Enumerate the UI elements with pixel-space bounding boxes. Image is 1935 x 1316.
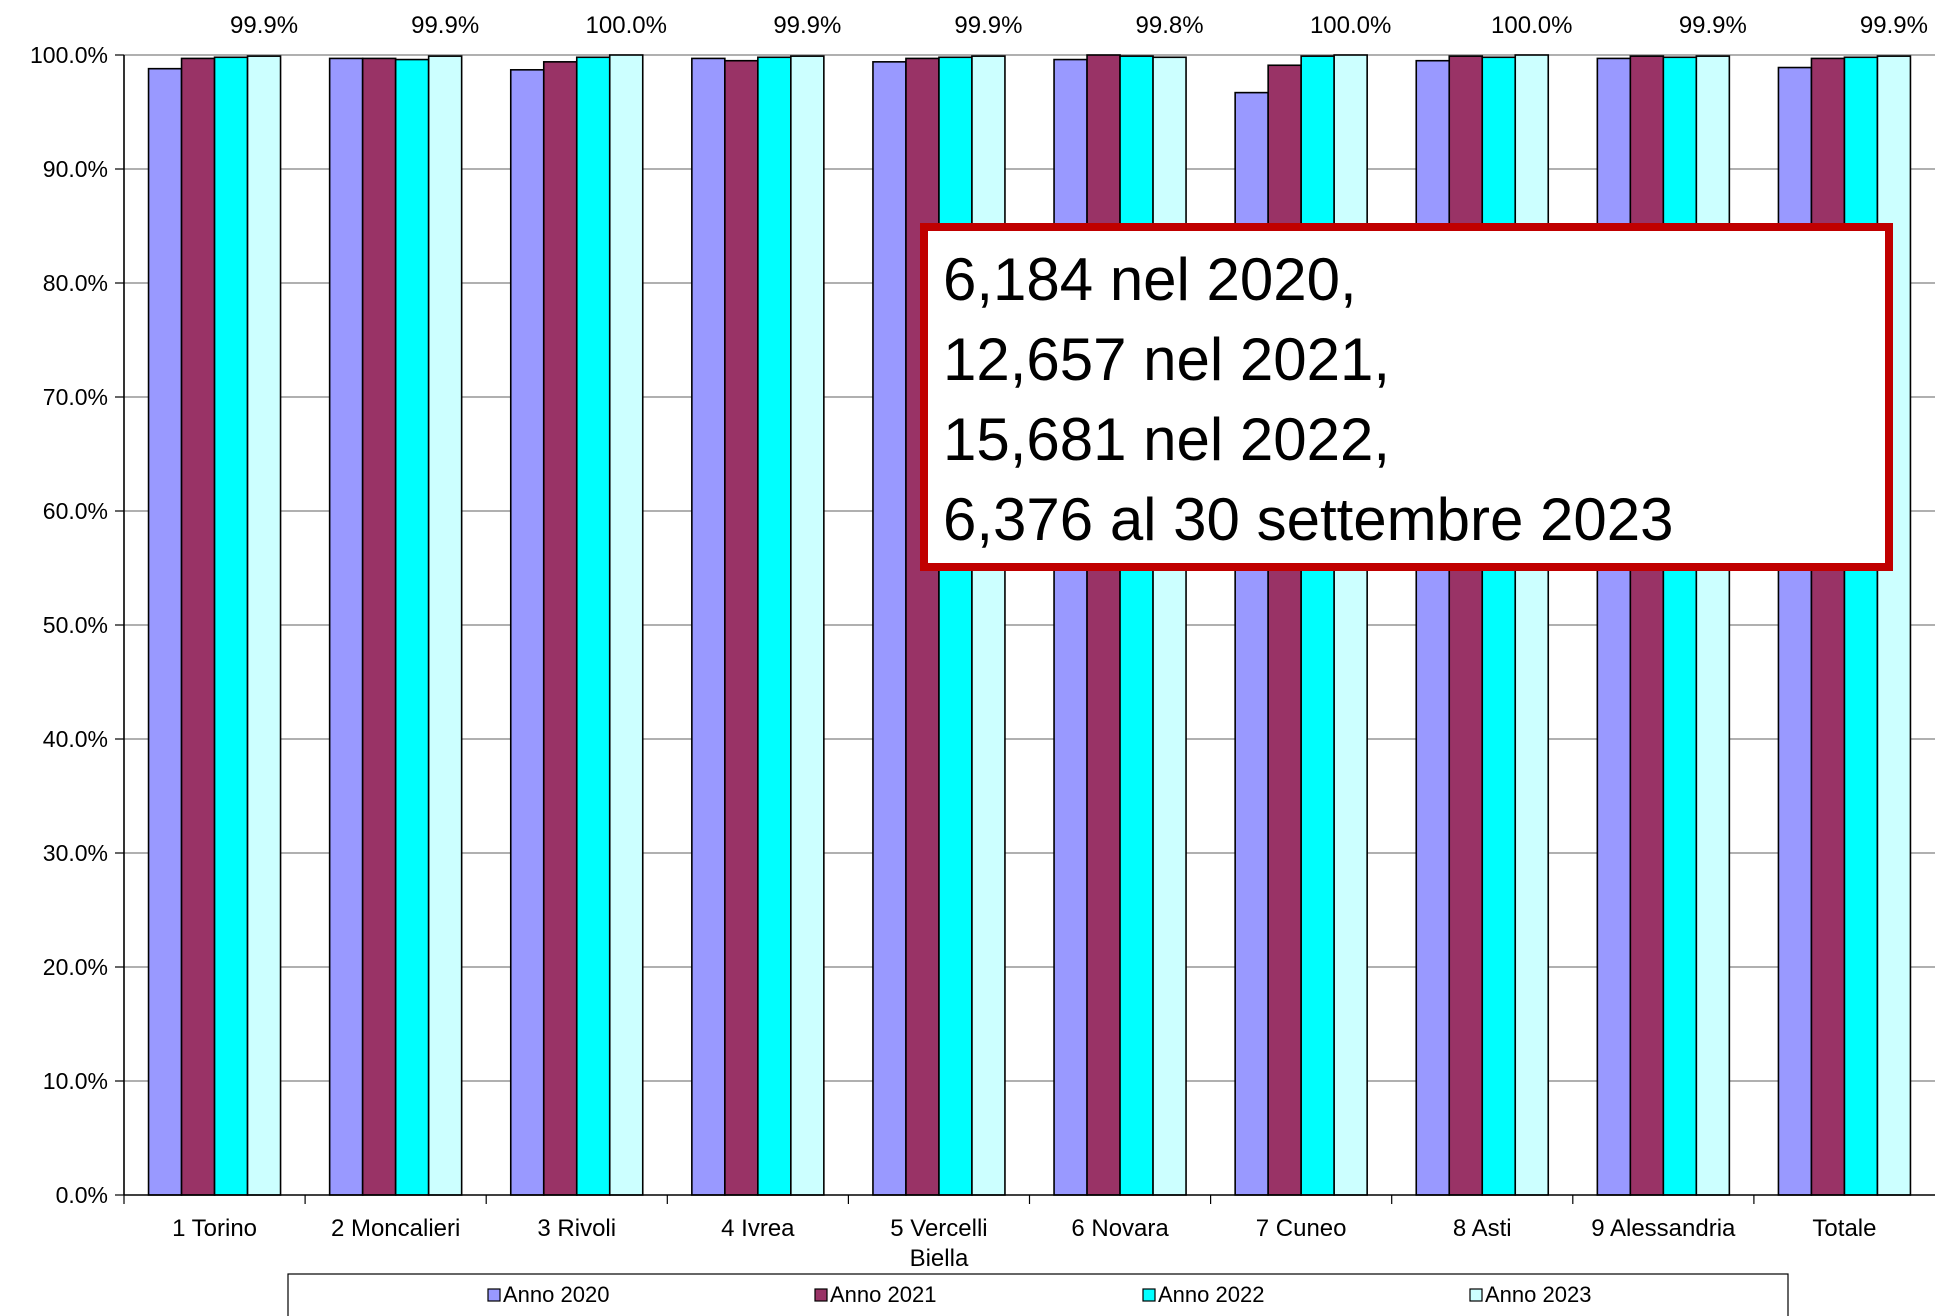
y-tick-label: 50.0%	[43, 612, 108, 638]
y-tick-label: 40.0%	[43, 726, 108, 752]
bar	[213, 56, 249, 1196]
annotation-frame	[920, 223, 1893, 571]
data-label: 99.9%	[230, 12, 298, 39]
bar	[724, 59, 759, 1196]
y-axis-ticks: 0.0% 10.0% 20.0% 30.0% 40.0% 50.0% 60.0% 70.0% 8…	[30, 42, 124, 1208]
x-tick-label: 6 Novara	[1071, 1215, 1169, 1242]
y-tick-label: 90.0%	[43, 156, 108, 182]
annotation-line: 6,376 al 30 settembre 2023	[943, 486, 1674, 553]
legend-label: Anno 2023	[1485, 1282, 1591, 1307]
data-label: 100.0%	[1310, 12, 1391, 39]
axes	[123, 55, 1935, 1204]
bar	[575, 56, 611, 1196]
annotation-box: 6,184 nel 2020, 12,657 nel 2021, 15,681 ne…	[920, 223, 1893, 571]
bar	[608, 54, 644, 1196]
legend-swatch	[1469, 1288, 1483, 1302]
bar	[394, 58, 430, 1196]
x-tick-label: 1 Torino	[172, 1215, 257, 1242]
y-tick-label: 80.0%	[43, 270, 108, 296]
legend: Anno 2020 Anno 2021 Anno 2022 Anno 2023	[287, 1273, 1789, 1316]
data-label: 99.9%	[411, 12, 479, 39]
bar	[542, 61, 578, 1196]
bar	[790, 55, 825, 1196]
x-tick-label: 3 Rivoli	[537, 1215, 616, 1242]
y-tick-label: 30.0%	[43, 840, 108, 866]
y-tick-label: 0.0%	[56, 1182, 108, 1208]
legend-label: Anno 2021	[830, 1282, 936, 1307]
bar	[509, 69, 545, 1196]
data-label: 99.9%	[1679, 12, 1747, 39]
legend-swatch	[814, 1288, 828, 1302]
y-tick-label: 100.0%	[30, 42, 108, 68]
legend-swatch	[1142, 1288, 1156, 1302]
bar	[147, 67, 183, 1196]
legend-frame	[287, 1273, 1789, 1316]
x-tick-label: 7 Cuneo	[1256, 1215, 1347, 1242]
x-tick-label: Biella	[910, 1245, 969, 1272]
annotation-line: 12,657 nel 2021,	[943, 326, 1390, 393]
bar	[180, 57, 216, 1196]
bar	[691, 57, 726, 1196]
legend-label: Anno 2022	[1158, 1282, 1264, 1307]
x-axis-labels: 1 Torino 2 Moncalieri 3 Rivoli 4 Ivrea 5 Ver…	[172, 1215, 1876, 1272]
annotation-line: 15,681 nel 2022,	[943, 406, 1390, 473]
y-tick-label: 20.0%	[43, 954, 108, 980]
x-tick-label: 5 Vercelli	[890, 1215, 987, 1242]
legend-swatch	[487, 1288, 501, 1302]
x-tick-label: 4 Ivrea	[721, 1215, 795, 1242]
y-tick-label: 70.0%	[43, 384, 108, 410]
data-label: 100.0%	[586, 12, 667, 39]
data-labels: 99.9% 99.9% 100.0% 99.9% 99.9% 99.8% 100.0% 100…	[230, 12, 1928, 39]
y-tick-label: 60.0%	[43, 498, 108, 524]
x-tick-label: 2 Moncalieri	[331, 1215, 460, 1242]
bar	[328, 57, 364, 1196]
bar	[246, 55, 282, 1196]
data-label: 100.0%	[1491, 12, 1572, 39]
x-tick-label: Totale	[1812, 1215, 1876, 1242]
bar	[757, 56, 792, 1196]
x-tick-label: 9 Alessandria	[1591, 1215, 1736, 1242]
legend-label: Anno 2020	[503, 1282, 609, 1307]
y-tick-label: 10.0%	[43, 1068, 108, 1094]
data-label: 99.9%	[954, 12, 1022, 39]
data-label: 99.9%	[1860, 12, 1928, 39]
data-label: 99.9%	[773, 12, 841, 39]
bar	[427, 55, 463, 1196]
x-tick-label: 8 Asti	[1453, 1215, 1512, 1242]
bar	[872, 61, 907, 1196]
data-label: 99.8%	[1136, 12, 1204, 39]
bar	[361, 57, 397, 1196]
annotation-line: 6,184 nel 2020,	[943, 246, 1357, 313]
